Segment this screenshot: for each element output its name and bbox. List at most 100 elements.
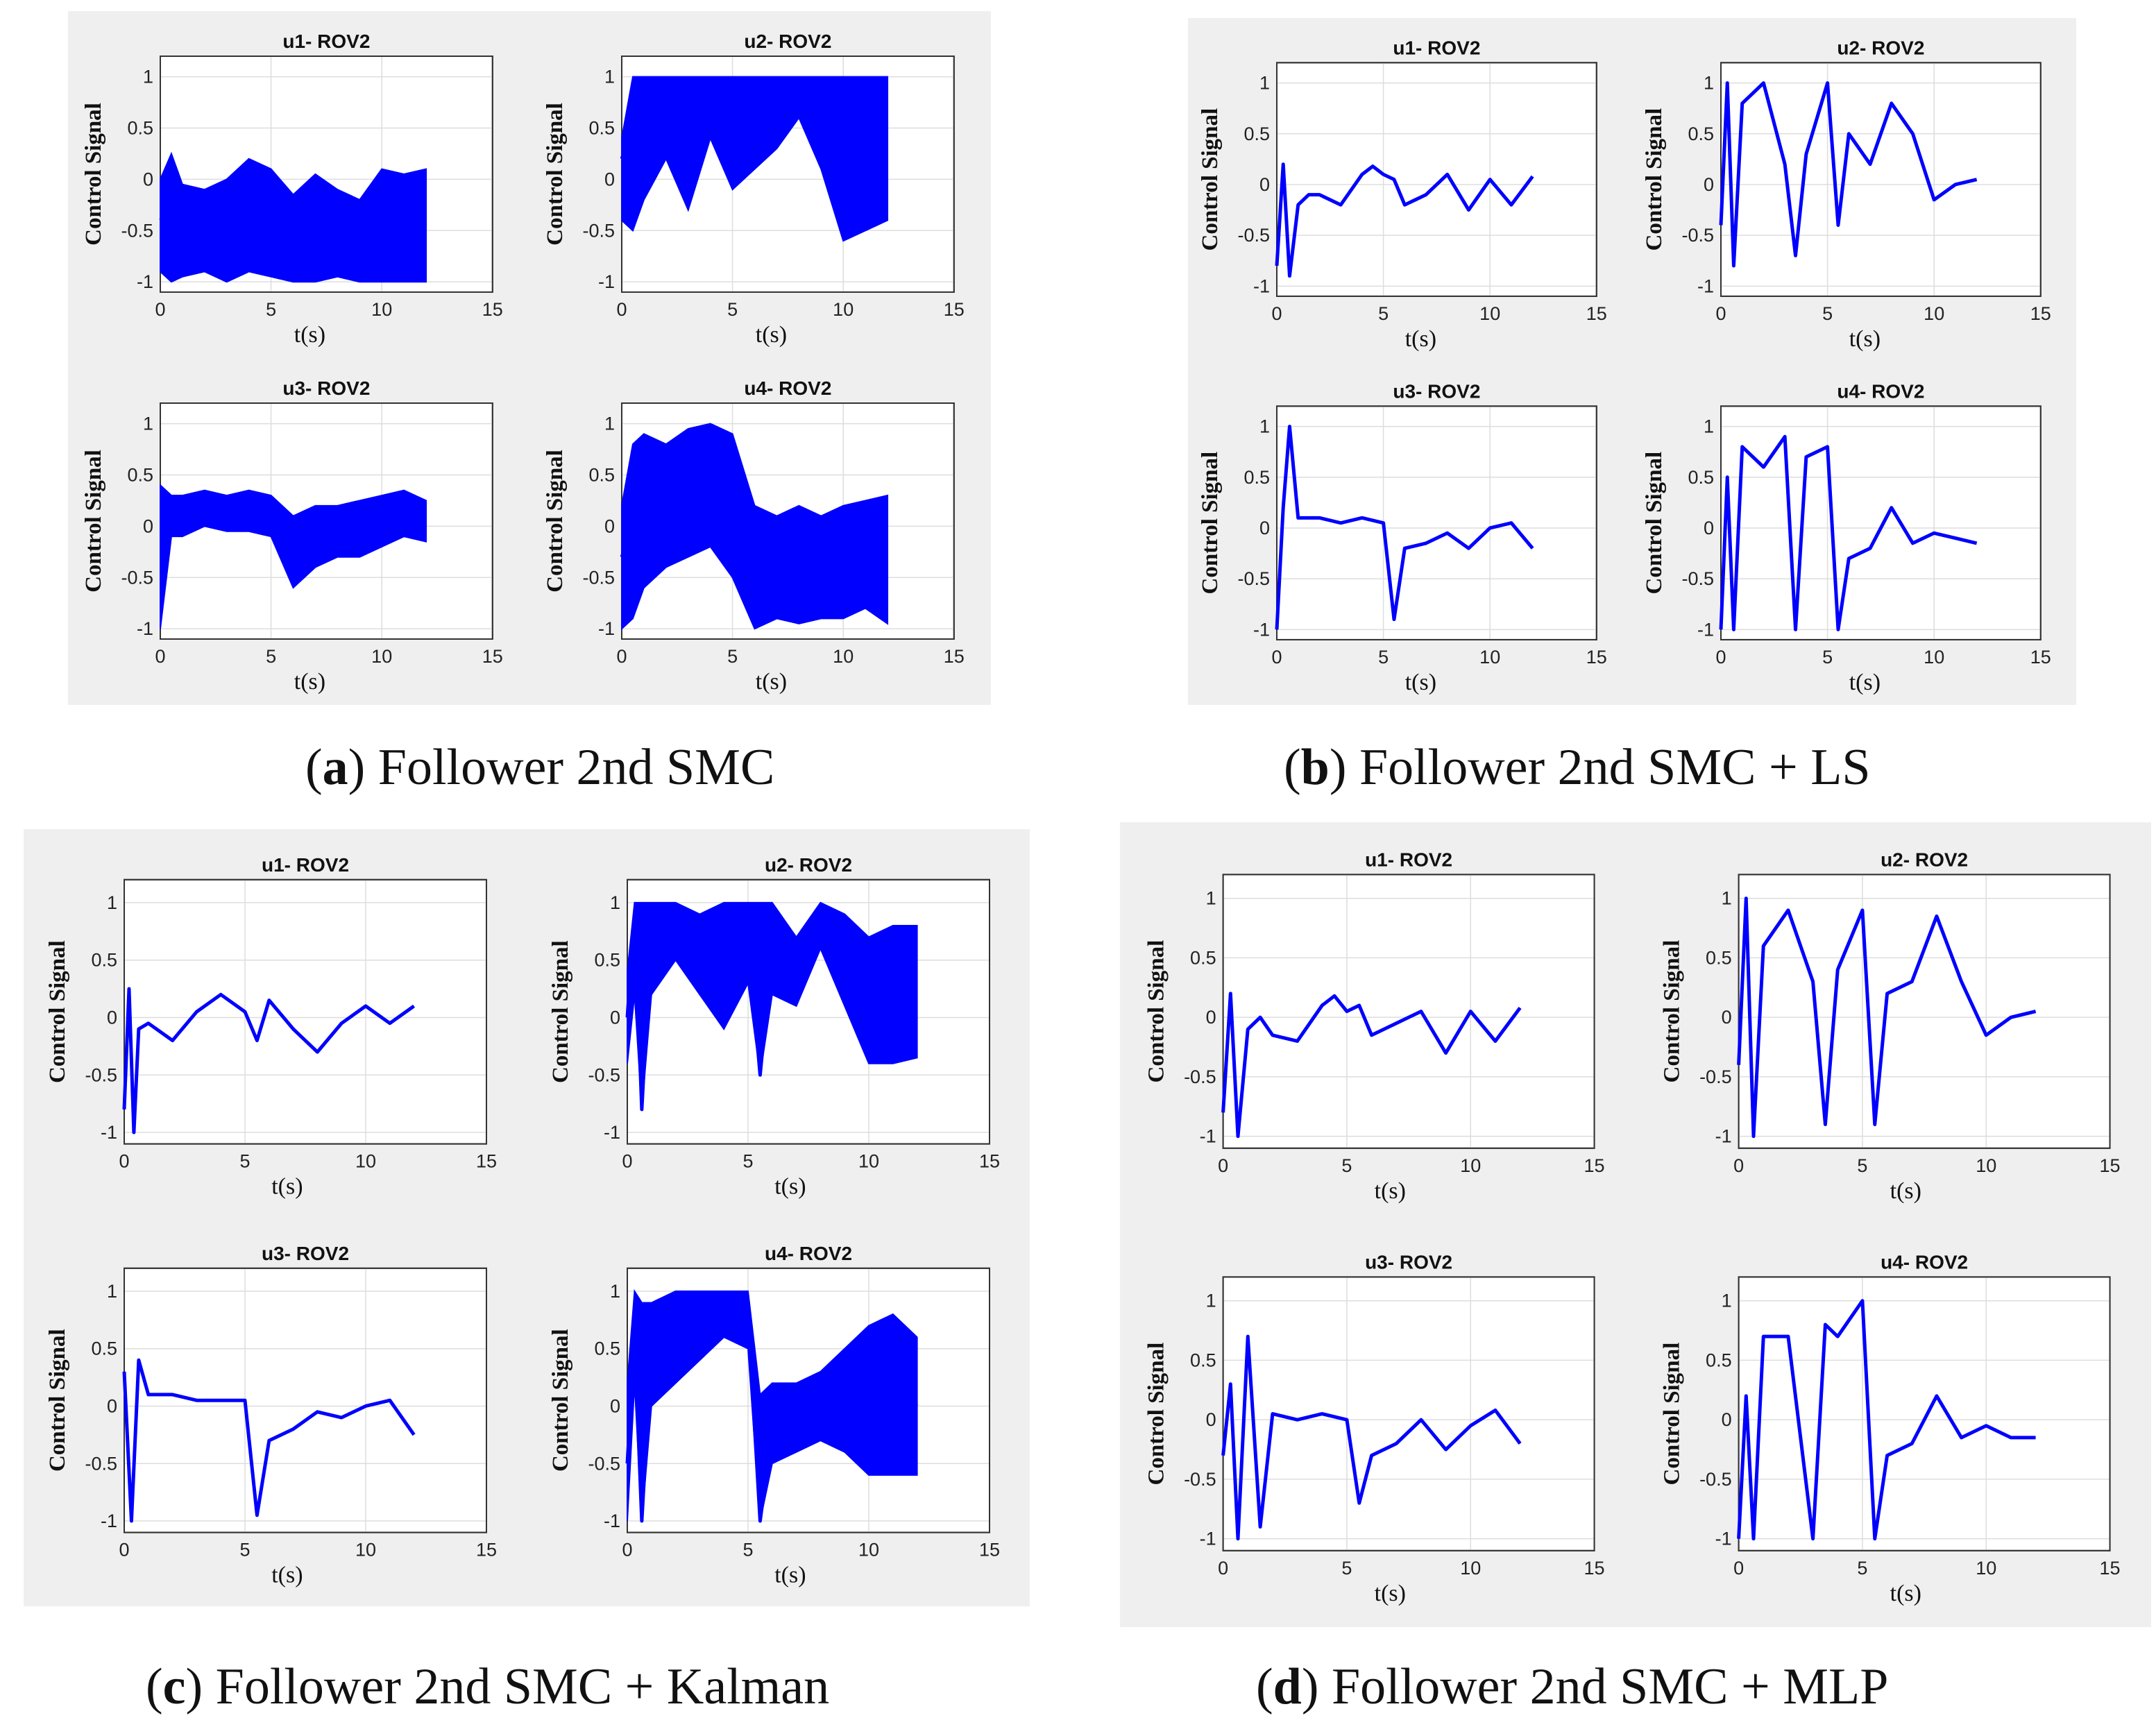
x-axis-label: t(s): [1405, 670, 1436, 695]
y-tick-label: -1: [137, 271, 153, 292]
y-tick-label: 1: [610, 1281, 620, 1302]
y-tick-label: 1: [1704, 73, 1714, 94]
x-tick-label: 15: [1584, 1155, 1605, 1176]
x-tick-label: 15: [979, 1540, 1000, 1560]
y-tick-label: -0.5: [1184, 1066, 1216, 1087]
y-tick-label: 1: [1722, 1291, 1732, 1311]
x-axis-label: t(s): [774, 1174, 806, 1200]
x-tick-label: 0: [622, 1151, 632, 1172]
series-line-u2: [620, 95, 889, 161]
x-axis-label: t(s): [294, 322, 325, 348]
series-band-u4: [621, 423, 889, 631]
x-tick-label: 15: [476, 1151, 497, 1172]
y-tick-label: 0.5: [91, 1338, 117, 1359]
x-tick-label: 10: [858, 1151, 879, 1172]
x-tick-label: 10: [355, 1151, 376, 1172]
x-axis-label: t(s): [1849, 326, 1881, 352]
y-tick-label: 0: [610, 1395, 620, 1416]
subplot-b-4: 0 5 10 15 -1 -0.5 0 0.5 1 u4- ROV2 t(s) Control Sig…: [1642, 380, 2051, 695]
subplot-title: u1- ROV2: [1393, 37, 1480, 58]
y-axis-label: Control Signal: [1198, 108, 1223, 251]
axes-frame: [1276, 62, 1597, 297]
x-axis-label: t(s): [1375, 1178, 1406, 1204]
subplot-d-2: 0 5 10 15 -1 -0.5 0 0.5 1 u2- ROV2 t(s) Control Sig…: [1660, 849, 2121, 1203]
y-tick-label: 1: [1206, 888, 1216, 909]
x-tick-label: 10: [1976, 1155, 1996, 1176]
x-tick-label: 0: [1733, 1558, 1744, 1579]
y-tick-label: -1: [137, 618, 153, 639]
x-tick-label: 0: [616, 646, 627, 667]
y-tick-label: -0.5: [1237, 568, 1270, 589]
axes-box: [124, 1267, 487, 1533]
x-tick-label: 5: [1378, 647, 1389, 667]
x-tick-label: 5: [1341, 1558, 1352, 1579]
x-tick-label: 5: [727, 646, 738, 667]
subplot-d-4: 0 5 10 15 -1 -0.5 0 0.5 1 u4- ROV2 t(s) Control Sig…: [1660, 1251, 2121, 1606]
y-tick-label: 1: [610, 892, 620, 913]
y-tick-label: -0.5: [85, 1453, 117, 1474]
subplot-title: u2- ROV2: [1837, 37, 1924, 58]
series-line-u2: [1737, 896, 2037, 1139]
y-tick-label: 1: [143, 67, 153, 87]
y-tick-label: -1: [1253, 275, 1270, 296]
y-tick-label: -0.5: [1699, 1066, 1732, 1087]
subplot-b-3: 0 5 10 15 -1 -0.5 0 0.5 1 u3- ROV2 t(s) Control Sig…: [1198, 380, 1607, 695]
y-tick-label: 0: [1704, 174, 1714, 195]
x-tick-label: 15: [1586, 303, 1607, 324]
y-tick-label: -1: [1200, 1529, 1216, 1549]
y-tick-label: -0.5: [121, 220, 153, 241]
x-tick-label: 0: [622, 1540, 632, 1560]
series-line-u2: [625, 912, 917, 1112]
axes-frame: [1738, 874, 2111, 1149]
x-tick-label: 15: [2030, 647, 2051, 667]
x-tick-label: 10: [1924, 647, 1944, 667]
x-tick-label: 0: [616, 299, 627, 320]
subplot-c-2: 0 5 10 15 -1 -0.5 0 0.5 1 u2- ROV2 t(s) Control Sig…: [548, 854, 1000, 1200]
caption-paren-open: (: [146, 1658, 163, 1715]
x-tick-label: 5: [742, 1540, 753, 1560]
y-axis-label: Control Signal: [543, 103, 568, 246]
y-tick-label: 0: [1206, 1409, 1216, 1430]
x-axis-label: t(s): [271, 1174, 303, 1200]
subplot-c-3: 0 5 10 15 -1 -0.5 0 0.5 1 u3- ROV2 t(s) Control Sig…: [45, 1243, 497, 1588]
y-axis-label: Control Signal: [45, 1329, 70, 1472]
y-axis-label: Control Signal: [1660, 940, 1685, 1083]
x-tick-label: 0: [119, 1151, 129, 1172]
x-tick-label: 5: [239, 1540, 250, 1560]
subplot-title: u4- ROV2: [744, 377, 831, 399]
caption-text: ) Follower 2nd SMC + Kalman: [186, 1658, 830, 1715]
x-tick-label: 0: [1733, 1155, 1744, 1176]
y-axis-label: Control Signal: [45, 940, 70, 1083]
x-tick-label: 0: [155, 299, 165, 320]
subplot-title: u1- ROV2: [1365, 849, 1452, 870]
x-tick-label: 0: [1271, 647, 1282, 667]
y-tick-label: -0.5: [1184, 1469, 1216, 1490]
x-tick-label: 5: [1857, 1155, 1867, 1176]
x-tick-label: 15: [2100, 1155, 2121, 1176]
y-tick-label: 0.5: [588, 464, 615, 485]
y-tick-label: 0: [1704, 518, 1714, 538]
subplot-a-2: 0 5 10 15 -1 -0.5 0 0.5 1 u2- ROV2 t(s) Control Sig…: [543, 31, 965, 348]
axes-frame: [1738, 1276, 2111, 1551]
x-tick-label: 5: [1857, 1558, 1867, 1579]
x-tick-label: 5: [1378, 303, 1389, 324]
y-tick-label: -0.5: [1237, 225, 1270, 246]
y-tick-label: -1: [1200, 1126, 1216, 1147]
caption-paren-open: (: [1256, 1658, 1273, 1715]
y-tick-label: -1: [101, 1511, 117, 1531]
y-tick-label: 0.5: [1706, 1350, 1732, 1370]
series-line-u3: [1221, 1334, 1522, 1541]
y-tick-label: 0.5: [91, 950, 117, 971]
axes-box: [1738, 1276, 2111, 1551]
y-tick-label: 0.5: [1190, 1350, 1216, 1370]
subplot-a-4: 0 5 10 15 -1 -0.5 0 0.5 1 u4- ROV2 t(s) Control Sig…: [543, 377, 965, 695]
y-axis-label: Control Signal: [1642, 108, 1667, 251]
y-tick-label: -1: [1715, 1529, 1732, 1549]
caption-letter: c: [163, 1658, 186, 1715]
subplot-a-3: 0 5 10 15 -1 -0.5 0 0.5 1 u3- ROV2 t(s) Control Sig…: [81, 377, 503, 695]
y-axis-label: Control Signal: [1660, 1343, 1685, 1486]
caption-text: ) Follower 2nd SMC + MLP: [1302, 1658, 1889, 1715]
axes-frame: [1222, 1276, 1595, 1551]
y-tick-label: 1: [1704, 416, 1714, 437]
